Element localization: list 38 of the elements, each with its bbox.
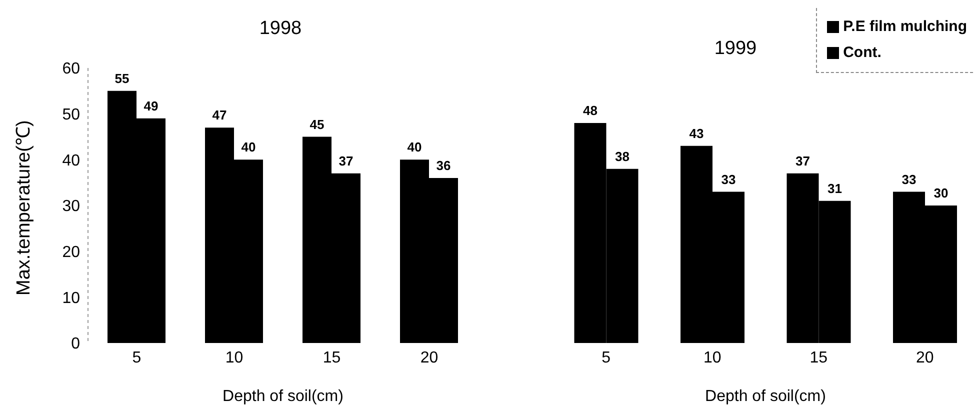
x-tick-label: 20 — [916, 349, 934, 366]
data-label: 37 — [796, 153, 810, 168]
data-label: 43 — [689, 126, 704, 141]
x-tick-label: 10 — [703, 349, 722, 366]
legend-label: P.E film mulching — [843, 17, 967, 37]
x-axis-title: Depth of soil(cm) — [222, 388, 344, 405]
y-tick-label: 50 — [62, 106, 80, 124]
data-label: 36 — [436, 158, 451, 173]
x-tick-label: 15 — [810, 349, 828, 366]
data-label: 48 — [583, 103, 598, 118]
data-label: 37 — [338, 153, 354, 168]
data-label: 49 — [144, 98, 158, 114]
data-label: 38 — [615, 148, 630, 164]
x-tick-label: 5 — [132, 349, 142, 366]
data-label: 33 — [721, 172, 736, 187]
data-label: 40 — [241, 140, 256, 155]
x-tick-label: 5 — [602, 349, 611, 366]
x-tick-label: 10 — [225, 349, 244, 366]
data-label: 40 — [407, 140, 422, 155]
chart-title: 1998 — [258, 18, 303, 40]
data-label: 47 — [212, 108, 227, 123]
y-tick-label: 30 — [62, 198, 80, 216]
y-axis-title: Max.temperature(℃) — [14, 120, 35, 296]
data-label: 55 — [114, 70, 130, 86]
y-tick-label: 20 — [62, 244, 80, 262]
data-label: 45 — [310, 116, 324, 132]
x-tick-label: 15 — [322, 349, 341, 366]
legend-label: Cont. — [843, 43, 882, 63]
y-tick-label: 0 — [71, 336, 80, 353]
data-label: 31 — [828, 180, 842, 196]
data-label: 33 — [902, 172, 916, 187]
x-axis-title: Depth of soil(cm) — [705, 388, 826, 405]
chart-title: 1999 — [714, 38, 757, 59]
data-label: 30 — [934, 186, 948, 200]
y-tick-label: 60 — [62, 60, 80, 78]
y-tick-label: 40 — [62, 152, 80, 170]
x-tick-label: 20 — [420, 349, 438, 366]
y-tick-label: 10 — [62, 290, 80, 307]
